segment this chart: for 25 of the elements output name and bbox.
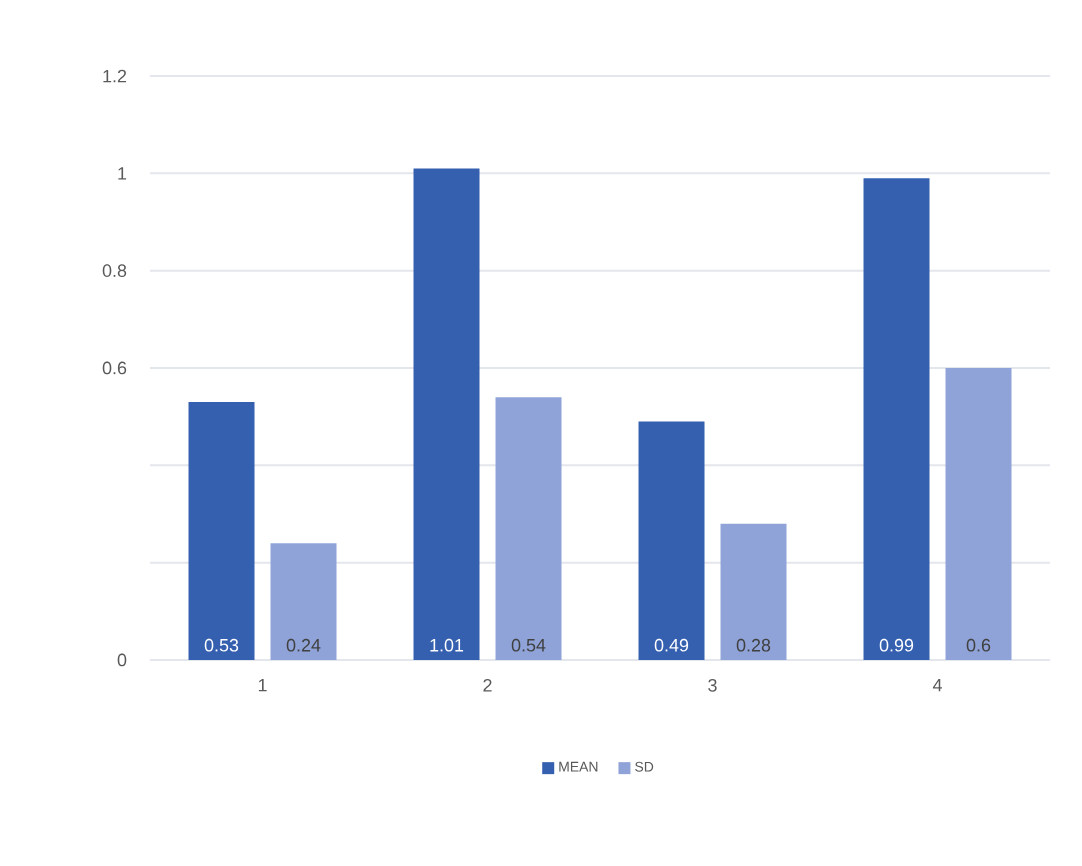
bar: [863, 178, 930, 660]
data-label: 0.28: [736, 638, 771, 652]
x-tick-label: 4: [932, 679, 942, 692]
bar: [413, 168, 480, 660]
bar: [945, 367, 1012, 660]
x-tick-label: 1: [258, 679, 267, 692]
y-tick-label: 0.8: [102, 264, 127, 277]
bar: [495, 397, 562, 660]
y-tick-label: 1: [118, 167, 127, 180]
data-label: 0.49: [654, 638, 689, 652]
bar: [638, 421, 705, 660]
data-label: 0.54: [511, 638, 546, 652]
data-label: 0.53: [204, 638, 239, 652]
data-label: 1.01: [430, 638, 464, 652]
x-tick-label: 3: [708, 679, 717, 692]
y-tick-label: 0.6: [102, 361, 127, 375]
x-tick-label: 2: [483, 679, 492, 692]
y-tick-label: 1.2: [103, 69, 127, 83]
bar: [270, 543, 337, 660]
data-label: 0.24: [286, 638, 321, 652]
bar: [188, 402, 255, 660]
y-tick-label: 0: [117, 653, 127, 667]
bar: [720, 523, 787, 660]
data-label: 0.99: [879, 638, 914, 652]
data-label: 0.6: [966, 638, 991, 652]
